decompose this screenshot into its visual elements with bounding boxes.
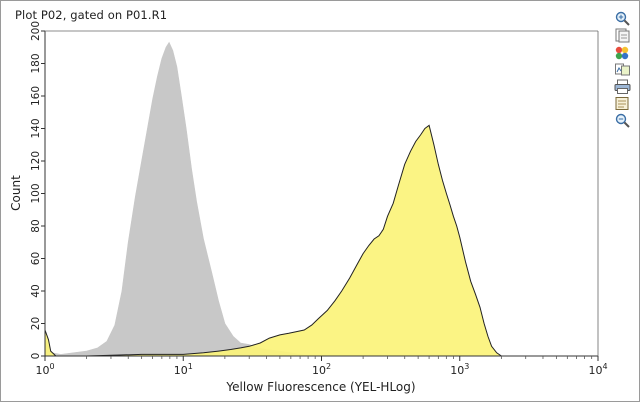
- y-tick-label: 140: [30, 118, 42, 138]
- y-tick-label: 80: [30, 219, 42, 232]
- y-tick-label: 0: [30, 353, 42, 360]
- x-tick-label: 101: [174, 362, 193, 377]
- y-tick-label: 120: [30, 151, 42, 171]
- zoom-in-icon[interactable]: [614, 11, 631, 26]
- x-axis-label: Yellow Fluorescence (YEL-HLog): [225, 380, 415, 394]
- histogram-series-1-fill: [45, 42, 309, 357]
- x-tick-label: 104: [588, 362, 607, 377]
- series-layer: [44, 41, 502, 357]
- y-tick-label: 20: [30, 317, 42, 330]
- y-tick-label: 200: [30, 21, 42, 41]
- y-tick-label: 100: [30, 183, 42, 203]
- y-tick-label: 40: [30, 284, 42, 297]
- x-tick-label: 102: [312, 362, 331, 377]
- copy-plot-icon[interactable]: [614, 28, 631, 43]
- y-tick-label: 180: [30, 53, 42, 73]
- export-icon[interactable]: [614, 96, 631, 111]
- histogram-series-2-fill: [45, 125, 502, 356]
- zoom-out-icon[interactable]: [614, 113, 631, 128]
- y-axis-label: Count: [9, 175, 23, 211]
- x-tick-label: 103: [450, 362, 469, 377]
- overlay-icon[interactable]: [614, 62, 631, 77]
- color-palette-icon[interactable]: [614, 45, 631, 60]
- plot-title: Plot P02, gated on P01.R1: [15, 8, 168, 22]
- plot-toolbar: [612, 11, 634, 130]
- y-tick-label: 60: [30, 252, 42, 265]
- y-tick-label: 160: [30, 86, 42, 106]
- x-ticks: 100 101 102 103 104: [35, 356, 608, 377]
- x-tick-label: 100: [35, 362, 54, 377]
- print-icon[interactable]: [614, 79, 631, 94]
- y-ticks: 0 20 40 60 80 100 120 140 160 180 200: [30, 21, 45, 359]
- histogram-series-2-outline: [44, 124, 502, 357]
- histogram-series-1-outline: [44, 41, 309, 357]
